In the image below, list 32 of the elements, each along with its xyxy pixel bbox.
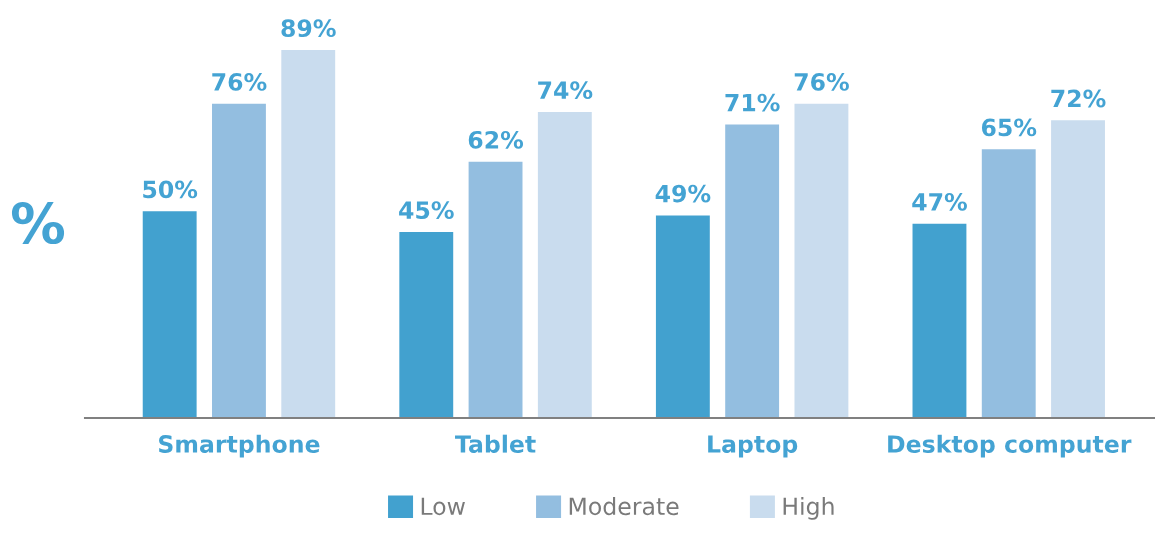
data-label: 50% — [143, 180, 198, 199]
legend-label: Low — [421, 497, 465, 516]
data-label: 76% — [794, 72, 849, 91]
bar — [142, 211, 197, 418]
x-tick-label: Smartphone — [159, 434, 320, 458]
y-axis-title: % — [11, 202, 65, 245]
bar — [468, 161, 523, 418]
data-label: 45% — [399, 201, 454, 220]
bar — [725, 124, 780, 418]
data-label: 65% — [981, 118, 1037, 137]
legend-label: High — [783, 496, 834, 520]
bar — [1051, 120, 1105, 418]
bar — [912, 223, 967, 418]
data-label: 76% — [212, 72, 267, 91]
data-label: 71% — [725, 93, 780, 112]
bar — [981, 149, 1036, 418]
data-label: 74% — [538, 81, 593, 100]
data-label: 72% — [1051, 89, 1106, 108]
data-label: 47% — [912, 192, 967, 211]
bar — [794, 103, 849, 418]
data-label: 89% — [281, 19, 336, 38]
data-label: 49% — [655, 184, 711, 203]
bar — [281, 50, 336, 418]
x-tick-label: Laptop — [708, 435, 798, 458]
legend-label: Moderate — [569, 496, 679, 516]
bar — [537, 112, 592, 418]
bar — [399, 231, 454, 418]
x-tick-label: Desktop computer — [888, 434, 1132, 458]
bar — [655, 215, 710, 418]
data-label: 62% — [468, 130, 524, 149]
bar — [212, 103, 266, 418]
x-tick-label: Tablet — [455, 434, 536, 453]
